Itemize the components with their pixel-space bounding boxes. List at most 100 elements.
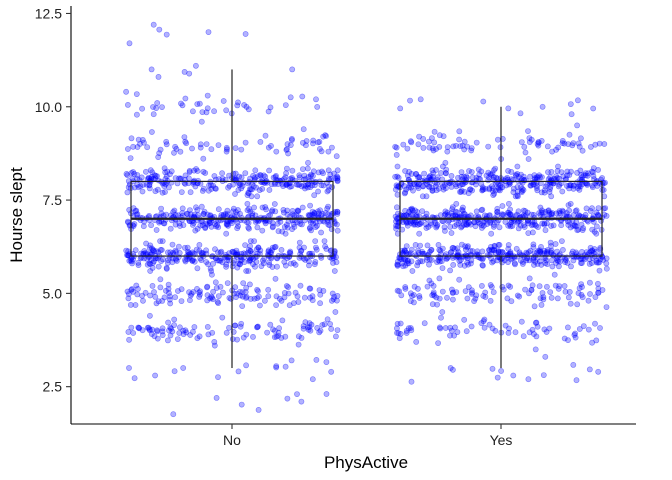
data-point <box>165 281 172 288</box>
data-point <box>153 300 160 307</box>
data-point <box>513 245 520 252</box>
data-point <box>539 290 546 296</box>
data-point <box>209 296 216 303</box>
data-point <box>191 324 198 330</box>
data-point <box>600 256 607 263</box>
data-point <box>206 220 213 227</box>
data-point <box>188 290 195 297</box>
data-point <box>520 260 526 267</box>
data-point <box>311 182 318 188</box>
data-point <box>568 111 575 118</box>
data-point <box>171 322 177 328</box>
data-point <box>411 283 418 290</box>
data-point <box>455 220 462 226</box>
data-point <box>465 190 472 197</box>
data-point <box>575 97 581 104</box>
data-point <box>442 325 449 331</box>
data-point <box>442 170 449 176</box>
data-point <box>241 259 248 265</box>
data-point <box>259 185 266 192</box>
data-point <box>429 167 436 174</box>
data-point <box>294 293 301 300</box>
data-point <box>148 129 155 135</box>
data-point <box>436 143 443 150</box>
data-point <box>283 182 290 188</box>
data-point <box>412 241 419 248</box>
data-point <box>250 261 256 267</box>
data-point <box>234 290 241 297</box>
data-point <box>280 206 287 213</box>
data-point <box>255 244 262 251</box>
data-point <box>140 181 147 188</box>
data-point <box>131 184 138 191</box>
data-point <box>219 170 225 177</box>
data-point <box>176 220 183 227</box>
data-point <box>306 262 312 269</box>
data-point <box>544 143 551 150</box>
data-point <box>237 292 244 299</box>
data-point <box>220 211 227 218</box>
data-point <box>199 109 206 115</box>
data-point <box>161 220 168 227</box>
data-point <box>283 147 290 153</box>
data-point <box>334 327 341 333</box>
data-point <box>476 171 483 178</box>
data-point <box>328 297 335 304</box>
data-point <box>153 248 160 254</box>
data-point <box>571 332 578 338</box>
data-point <box>433 187 440 194</box>
data-point <box>330 296 337 302</box>
data-point <box>438 314 444 321</box>
data-point <box>314 324 321 331</box>
data-point <box>393 204 400 211</box>
data-point <box>223 261 230 268</box>
data-point <box>533 333 540 340</box>
data-point <box>167 324 174 331</box>
data-point <box>283 181 290 188</box>
data-point <box>254 286 260 293</box>
data-point <box>413 338 420 345</box>
data-point <box>457 261 464 268</box>
data-point <box>194 101 201 107</box>
data-point <box>223 253 230 260</box>
data-point <box>253 258 260 265</box>
data-point <box>504 252 511 259</box>
data-point <box>325 183 332 190</box>
data-point <box>494 136 501 143</box>
data-point <box>595 211 601 218</box>
data-point <box>456 136 462 143</box>
data-point <box>172 175 179 181</box>
data-point <box>193 204 199 211</box>
data-point <box>224 146 230 153</box>
data-point <box>511 260 518 267</box>
data-point <box>486 321 493 328</box>
data-point <box>479 262 486 268</box>
data-point <box>254 193 261 200</box>
data-point <box>198 249 205 256</box>
data-point <box>269 207 276 214</box>
data-point <box>128 286 135 293</box>
data-point <box>556 283 563 289</box>
data-point <box>424 242 431 249</box>
data-point <box>181 134 188 140</box>
data-point <box>257 247 264 254</box>
data-point <box>200 155 207 162</box>
data-point <box>435 257 442 264</box>
data-point <box>242 251 249 257</box>
data-point <box>506 325 512 332</box>
data-point <box>536 283 543 290</box>
data-point <box>478 282 485 289</box>
data-point <box>184 244 191 251</box>
data-point <box>191 211 198 218</box>
data-point <box>223 221 230 228</box>
data-point <box>583 249 590 255</box>
data-point <box>218 248 225 255</box>
data-point <box>416 181 422 187</box>
data-point <box>125 295 132 302</box>
data-point <box>170 411 177 418</box>
data-point <box>487 282 494 288</box>
data-point <box>223 107 230 114</box>
data-point <box>323 245 330 252</box>
data-point <box>496 224 503 231</box>
data-point <box>408 378 415 385</box>
